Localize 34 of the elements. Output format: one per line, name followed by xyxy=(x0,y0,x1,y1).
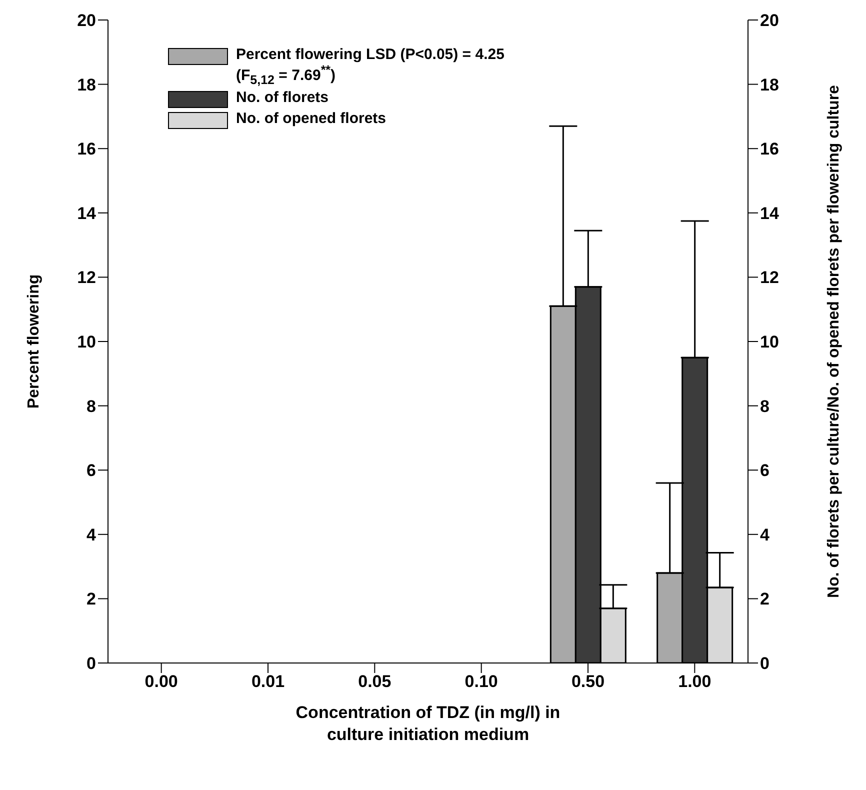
x-tick-label: 0.00 xyxy=(144,672,178,692)
y2-axis-title: No. of florets per culture/No. of opened florets per flowering culture xyxy=(826,84,843,598)
y-tick-label: 4 xyxy=(86,525,97,544)
legend-label: No. of florets xyxy=(236,89,328,106)
legend-label: Percent flowering LSD (P<0.05) = 4.25 (F$_{5,12}$ = 7.69$^{**}$) xyxy=(236,46,504,87)
y-tick-label: 18 xyxy=(77,75,96,94)
y2-tick-label: 6 xyxy=(760,461,770,480)
y-tick-label: 16 xyxy=(77,140,96,159)
y-tick-label: 14 xyxy=(77,204,97,223)
y2-tick-label: 0 xyxy=(760,654,770,674)
y2-tick-label: 12 xyxy=(760,268,779,288)
y2-tick-label: 8 xyxy=(760,396,770,416)
y-tick-label: 20 xyxy=(77,11,96,30)
x-tick-label: 1.00 xyxy=(678,672,712,692)
y2-tick-label: 2 xyxy=(760,590,770,609)
y-tick-label: 2 xyxy=(86,590,96,609)
x-tick-label: 0.10 xyxy=(464,672,498,692)
y2-tick-label: 10 xyxy=(760,332,779,352)
x-tick-label: 0.01 xyxy=(251,672,285,692)
y2-tick-label: 14 xyxy=(760,204,780,223)
y-tick-label: 0 xyxy=(86,654,96,674)
y2-tick-label: 20 xyxy=(760,11,779,30)
x-tick-label: 0.05 xyxy=(358,672,392,692)
y2-tick-label: 4 xyxy=(760,525,770,544)
legend-label: No. of opened florets xyxy=(236,110,386,127)
y-tick-label: 12 xyxy=(77,268,96,288)
y-tick-label: 8 xyxy=(86,396,96,416)
y-axis-title: Percent flowering xyxy=(26,274,43,409)
y2-tick-label: 16 xyxy=(760,140,779,159)
y-tick-label: 6 xyxy=(86,461,96,480)
y-tick-label: 10 xyxy=(77,332,96,352)
x-tick-label: 0.50 xyxy=(571,672,605,692)
x-axis-title: Concentration of TDZ (in mg/l) in culture initiation medium xyxy=(296,703,560,744)
y2-tick-label: 18 xyxy=(760,75,779,94)
